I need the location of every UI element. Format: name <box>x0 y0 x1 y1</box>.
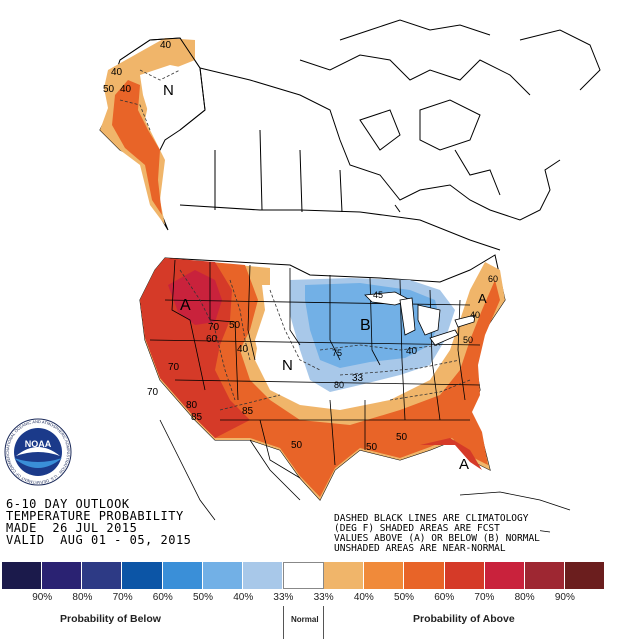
outlook-line-4: VALID AUG 01 - 05, 2015 <box>6 533 192 547</box>
outlook-line-2: TEMPERATURE PROBABILITY <box>6 509 184 523</box>
midwest-b-label: B <box>360 317 371 334</box>
ak-clim-40-top: 40 <box>160 40 172 51</box>
legend-swatch <box>2 562 43 589</box>
legend-divider-right <box>323 606 324 639</box>
legend-normal-label: Normal <box>291 615 319 624</box>
clim-ne-50: 50 <box>463 335 473 345</box>
alaska-n-label: N <box>163 82 174 99</box>
ak-clim-40-left: 40 <box>111 67 123 78</box>
west-a-label: A <box>180 297 191 314</box>
legend-swatch <box>122 562 163 589</box>
legend-tick-label: 40% <box>233 592 254 603</box>
legend-ticks: 90% 80% 70% 60% 50% 40% 33% 33% 40% 50% 60% 70% 80% 9… <box>2 592 605 603</box>
ak-clim-50: 50 <box>103 84 115 95</box>
legend-swatch <box>202 562 243 589</box>
clim-w-70c: 70 <box>168 362 180 373</box>
noaa-logo-text: NOAA <box>25 439 52 449</box>
clim-w-40: 40 <box>237 344 249 355</box>
clim-s-50a: 50 <box>291 440 303 451</box>
legend-tick-label: 70% <box>474 592 495 603</box>
plains-n-label: N <box>282 357 293 374</box>
clim-mw-33: 33 <box>352 373 364 384</box>
clim-ne-40: 40 <box>470 310 480 320</box>
alaska-above-50 <box>112 80 162 215</box>
legend-swatch <box>242 562 283 589</box>
legend-swatch <box>484 562 525 589</box>
clim-w-85b: 85 <box>242 406 254 417</box>
note-line-1: DASHED BLACK LINES ARE CLIMATOLOGY <box>334 513 529 524</box>
noaa-logo: NOAA NATIONAL OCEANIC AND ATMOSPHERIC AD… <box>4 418 72 486</box>
se-above-60 <box>420 438 482 470</box>
ak-clim-40b: 40 <box>120 84 132 95</box>
probability-legend: 90% 80% 70% 60% 50% 40% 33% 33% 40% 50% 60% 70% 80% 9… <box>0 562 617 639</box>
clim-w-50: 50 <box>229 320 241 331</box>
us-above-70 <box>168 270 222 325</box>
legend-swatch <box>324 562 365 589</box>
note-line-4: UNSHADED AREAS ARE NEAR-NORMAL <box>334 543 506 554</box>
legend-tick-label: 80% <box>72 592 93 603</box>
clim-mw-80: 80 <box>334 380 344 390</box>
legend-above-label: Probability of Above <box>413 613 515 625</box>
great-lakes <box>364 291 476 346</box>
clim-mw-45: 45 <box>373 290 383 300</box>
legend-swatch <box>82 562 123 589</box>
clim-s-50b: 50 <box>366 442 378 453</box>
legend-tick-label: 50% <box>394 592 415 603</box>
legend-swatch <box>444 562 485 589</box>
legend-swatch <box>524 562 565 589</box>
legend-swatch <box>282 562 325 589</box>
outlook-line-3: MADE 26 JUL 2015 <box>6 521 138 535</box>
northeast-a-label: A <box>478 291 487 306</box>
clim-w-70b: 70 <box>147 387 159 398</box>
clim-w-85: 85 <box>191 412 203 423</box>
legend-below-label: Probability of Below <box>60 613 161 625</box>
outlook-line-1: 6-10 DAY OUTLOOK <box>6 497 130 511</box>
legend-tick-label: 60% <box>152 592 173 603</box>
clim-ne-60: 60 <box>488 274 498 284</box>
clim-s-50c: 50 <box>396 432 408 443</box>
legend-tick-label: 33% <box>313 592 334 603</box>
legend-swatches <box>2 562 606 589</box>
legend-swatch <box>42 562 83 589</box>
legend-tick-label: 50% <box>193 592 214 603</box>
note-line-2: (DEG F) SHADED AREAS ARE FCST <box>334 523 500 534</box>
alaska-normal <box>140 65 200 130</box>
legend-tick-label: 90% <box>32 592 53 603</box>
climatology-lines <box>119 69 471 411</box>
legend-tick-label: 90% <box>554 592 575 603</box>
temperature-outlook-map: N 40 40 50 40 A B N A A 70 70 60 50 40 8… <box>99 19 601 533</box>
legend-swatch <box>564 562 606 589</box>
map-note: DASHED BLACK LINES ARE CLIMATOLOGY (DEG … <box>334 514 540 554</box>
legend-divider-left <box>283 606 284 639</box>
note-line-3: VALUES ABOVE (A) OR BELOW (B) NORMAL <box>334 533 540 544</box>
us-above-60 <box>140 258 250 438</box>
outlook-info: 6-10 DAY OUTLOOK TEMPERATURE PROBABILITY… <box>6 498 191 546</box>
clim-mw-75: 75 <box>332 348 342 358</box>
clim-mw-40: 40 <box>406 346 418 357</box>
legend-swatch <box>404 562 445 589</box>
legend-tick-label: 40% <box>353 592 374 603</box>
legend-tick-label: 60% <box>434 592 455 603</box>
legend-tick-label: 80% <box>514 592 535 603</box>
legend-tick-label: 70% <box>112 592 133 603</box>
legend-tick-label: 33% <box>273 592 294 603</box>
canada-outline <box>179 19 601 251</box>
clim-w-70a: 70 <box>208 322 220 333</box>
legend-swatch <box>162 562 203 589</box>
clim-w-60: 60 <box>206 334 218 345</box>
legend-swatch <box>364 562 405 589</box>
clim-w-80: 80 <box>186 400 198 411</box>
southeast-a-label: A <box>459 456 469 473</box>
